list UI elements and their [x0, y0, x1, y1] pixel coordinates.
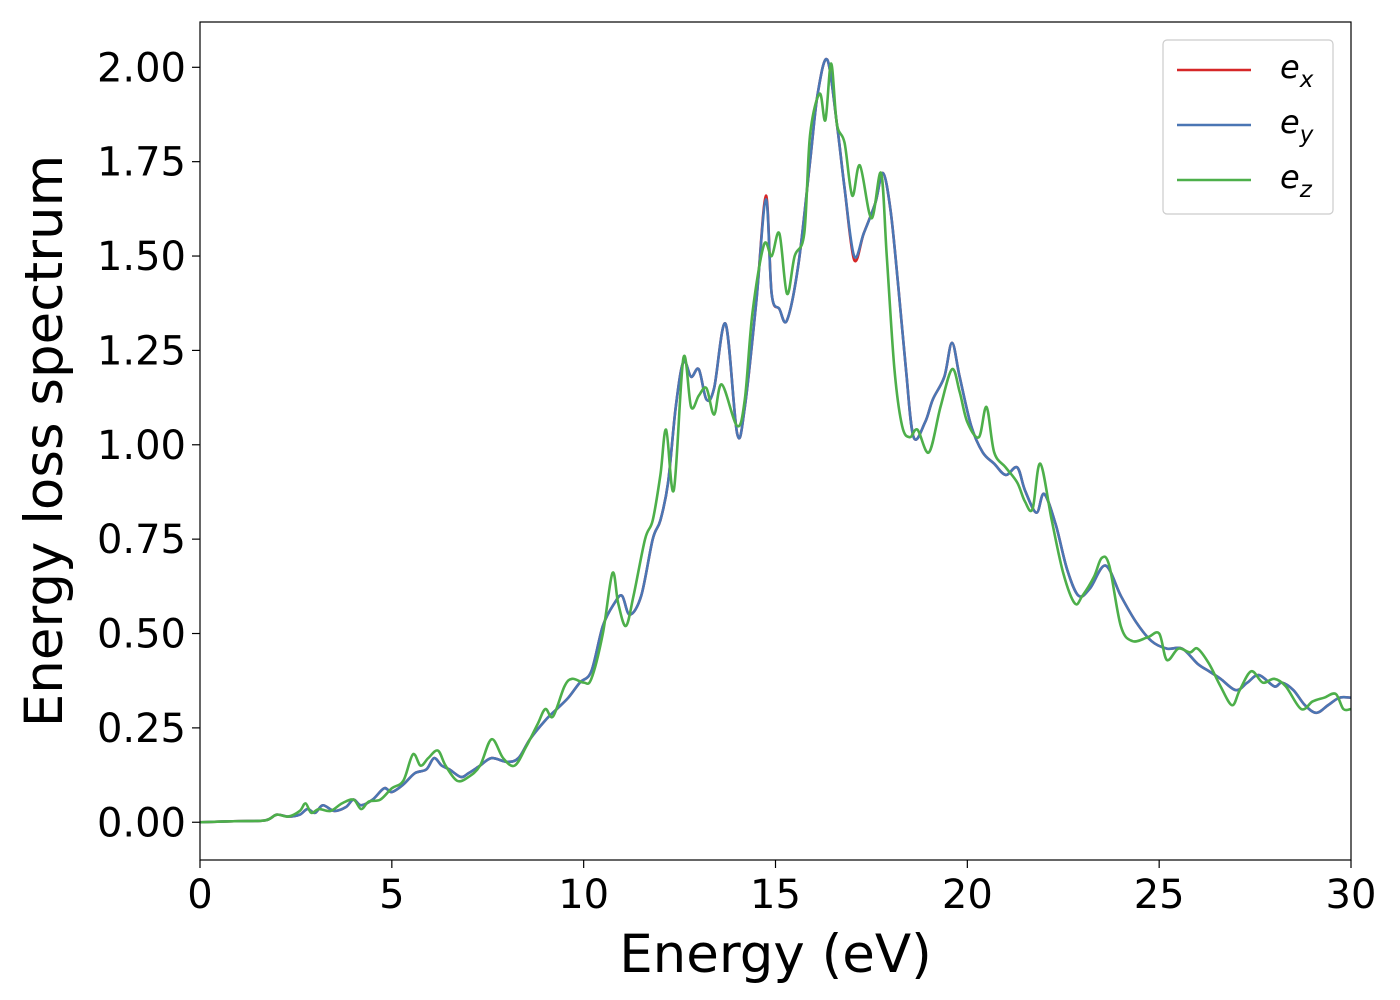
- x-tick-label: 10: [558, 872, 609, 918]
- y-axis-title: Energy loss spectrum: [14, 155, 75, 727]
- x-tick-label: 5: [379, 872, 404, 918]
- x-tick-label: 30: [1326, 872, 1377, 918]
- y-tick-label: 1.00: [97, 423, 186, 469]
- y-tick-label: 0.25: [97, 706, 186, 752]
- legend: ex ey ez: [1162, 39, 1334, 215]
- y-tick-label: 1.75: [97, 140, 186, 186]
- y-axis-ticks: 0.00 0.25 0.50 0.75 1.00 1.25 1.50 1.75 2.00: [97, 45, 200, 846]
- series-layer: [200, 57, 1351, 824]
- series-line-y: [200, 57, 1351, 824]
- legend-label-x: ex: [1280, 48, 1314, 93]
- x-tick-label: 20: [942, 872, 993, 918]
- legend-label-y: ey: [1280, 103, 1314, 148]
- y-tick-label: 0.50: [97, 612, 186, 658]
- y-tick-label: 0.00: [97, 800, 186, 846]
- y-tick-label: 1.50: [97, 234, 186, 280]
- x-tick-label: 0: [187, 872, 212, 918]
- y-tick-label: 2.00: [97, 45, 186, 91]
- legend-box: [1162, 39, 1334, 215]
- x-tick-label: 25: [1134, 872, 1185, 918]
- y-tick-label: 0.75: [97, 517, 186, 563]
- series-line-z: [200, 62, 1351, 824]
- x-axis-ticks: 0 5 10 15 20 25 30: [187, 860, 1376, 918]
- legend-label-z: ez: [1280, 158, 1313, 203]
- x-tick-label: 15: [750, 872, 801, 918]
- x-axis-title: Energy (eV): [619, 924, 932, 985]
- y-tick-label: 1.25: [97, 328, 186, 374]
